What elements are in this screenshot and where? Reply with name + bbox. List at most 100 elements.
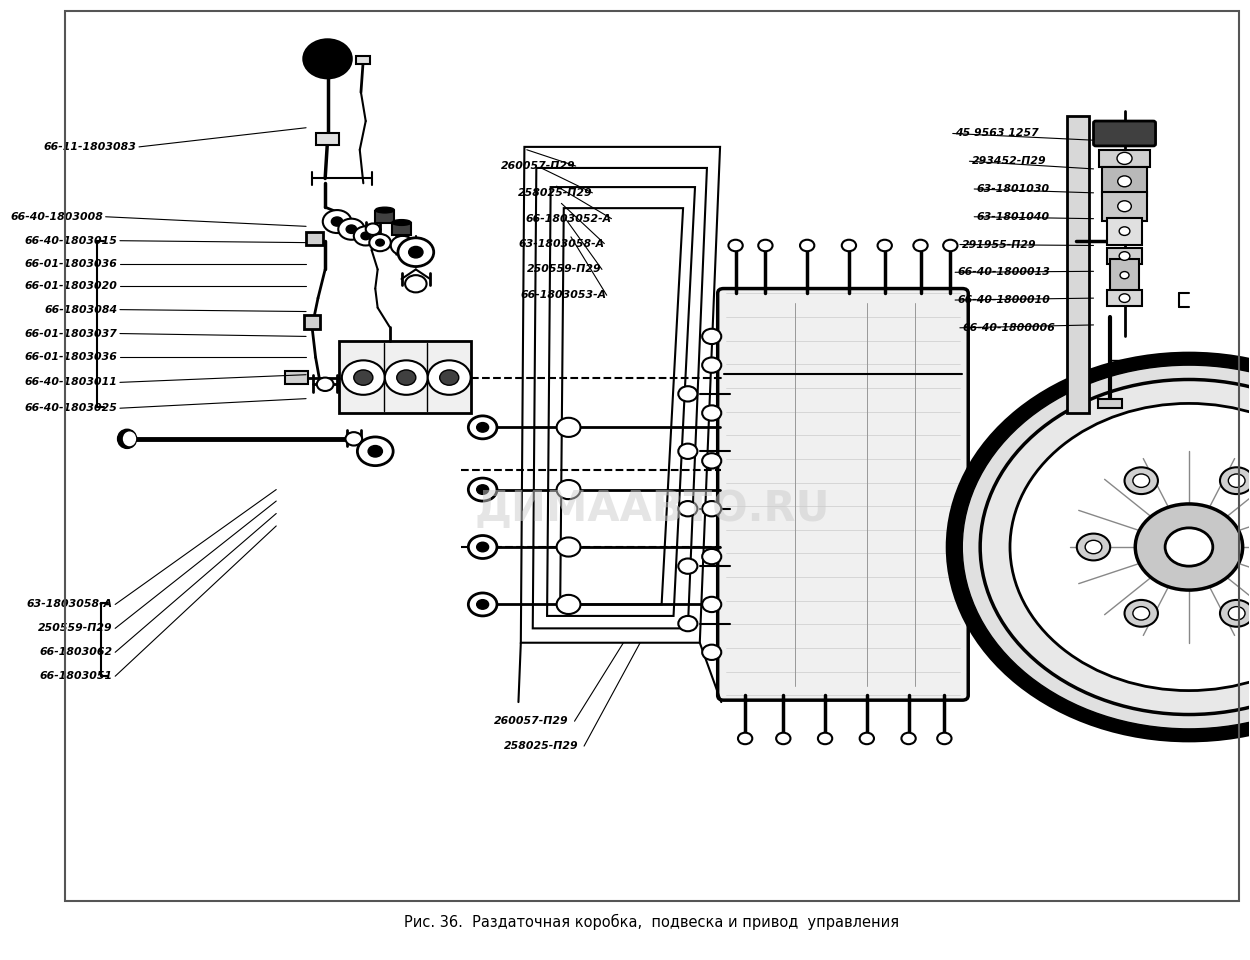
Circle shape xyxy=(1119,227,1130,235)
Circle shape xyxy=(1220,468,1250,494)
Text: 66-01-1803020: 66-01-1803020 xyxy=(25,280,118,291)
Circle shape xyxy=(440,370,459,385)
Circle shape xyxy=(409,247,422,258)
Circle shape xyxy=(556,538,580,557)
Bar xyxy=(375,211,394,223)
Bar xyxy=(392,224,411,235)
Circle shape xyxy=(1125,468,1158,494)
Circle shape xyxy=(469,478,498,501)
Bar xyxy=(1106,218,1142,245)
Ellipse shape xyxy=(118,429,136,448)
Text: 66-1803051: 66-1803051 xyxy=(40,671,112,682)
Circle shape xyxy=(679,386,698,401)
Circle shape xyxy=(703,549,721,564)
Text: 66-40-1803008: 66-40-1803008 xyxy=(10,212,104,222)
Circle shape xyxy=(776,732,790,744)
Bar xyxy=(340,341,471,413)
Circle shape xyxy=(938,732,951,744)
Circle shape xyxy=(345,432,362,445)
Circle shape xyxy=(703,405,721,420)
Ellipse shape xyxy=(124,432,135,445)
Circle shape xyxy=(1119,252,1130,260)
Text: 66-01-1803037: 66-01-1803037 xyxy=(25,328,118,339)
Circle shape xyxy=(376,239,384,246)
Circle shape xyxy=(396,370,416,385)
Bar xyxy=(1068,116,1089,413)
Text: 63-1801030: 63-1801030 xyxy=(976,184,1050,194)
Text: 260057-П29: 260057-П29 xyxy=(501,161,576,171)
Circle shape xyxy=(469,416,498,439)
Circle shape xyxy=(476,600,489,610)
Circle shape xyxy=(322,210,351,233)
Bar xyxy=(1100,150,1150,167)
Circle shape xyxy=(469,593,498,616)
Circle shape xyxy=(341,360,385,395)
Bar xyxy=(1099,398,1122,408)
Bar xyxy=(1101,192,1148,221)
Circle shape xyxy=(1085,540,1101,554)
Circle shape xyxy=(556,418,580,437)
Circle shape xyxy=(385,360,428,395)
Circle shape xyxy=(556,480,580,499)
Circle shape xyxy=(679,501,698,516)
Text: 250559-П29: 250559-П29 xyxy=(39,623,112,634)
Circle shape xyxy=(1220,600,1250,627)
Text: 258025-П29: 258025-П29 xyxy=(504,741,578,751)
Bar xyxy=(315,133,340,145)
Circle shape xyxy=(398,238,434,267)
Circle shape xyxy=(361,232,370,240)
Text: 66-40-1800013: 66-40-1800013 xyxy=(958,267,1050,277)
FancyBboxPatch shape xyxy=(718,289,969,700)
Text: 258025-П29: 258025-П29 xyxy=(518,188,592,198)
Text: 260057-П29: 260057-П29 xyxy=(494,716,569,726)
Text: 63-1803058-А: 63-1803058-А xyxy=(26,599,112,610)
Text: 66-11-1803083: 66-11-1803083 xyxy=(44,142,136,152)
Circle shape xyxy=(369,234,391,252)
FancyBboxPatch shape xyxy=(1094,121,1155,146)
Bar xyxy=(1106,249,1142,264)
Circle shape xyxy=(703,328,721,344)
Circle shape xyxy=(860,732,874,744)
Text: 63-1803058-А: 63-1803058-А xyxy=(519,239,604,249)
Circle shape xyxy=(841,240,856,252)
Ellipse shape xyxy=(375,207,394,213)
Circle shape xyxy=(703,357,721,372)
Circle shape xyxy=(679,616,698,632)
Text: 66-40-1803015: 66-40-1803015 xyxy=(25,236,118,246)
Circle shape xyxy=(1165,528,1212,566)
Text: 66-40-1800010: 66-40-1800010 xyxy=(958,295,1050,305)
Circle shape xyxy=(1076,534,1110,561)
Circle shape xyxy=(1119,294,1130,302)
Bar xyxy=(306,232,322,246)
Bar xyxy=(1101,167,1148,196)
Circle shape xyxy=(1010,403,1250,690)
Circle shape xyxy=(354,227,377,246)
Circle shape xyxy=(901,732,916,744)
Text: 66-01-1803036: 66-01-1803036 xyxy=(25,352,118,363)
Bar xyxy=(1106,291,1142,306)
Text: 66-1803053-А: 66-1803053-А xyxy=(521,290,606,300)
Text: 66-1803062: 66-1803062 xyxy=(40,647,112,658)
Circle shape xyxy=(339,219,365,240)
Circle shape xyxy=(703,597,721,612)
Circle shape xyxy=(703,501,721,516)
Text: 66-1803052-А: 66-1803052-А xyxy=(525,214,611,224)
Bar xyxy=(356,56,370,63)
Bar xyxy=(1110,259,1140,292)
Circle shape xyxy=(1125,600,1158,627)
Text: 66-1803084: 66-1803084 xyxy=(45,304,118,315)
Text: 250559-П29: 250559-П29 xyxy=(528,264,602,275)
Circle shape xyxy=(391,236,415,255)
Circle shape xyxy=(316,377,334,391)
Circle shape xyxy=(944,240,958,252)
Circle shape xyxy=(1132,607,1150,620)
Text: ДИМААВТО.RU: ДИМААВТО.RU xyxy=(474,488,830,530)
Bar xyxy=(304,315,320,328)
Circle shape xyxy=(428,360,471,395)
Circle shape xyxy=(366,224,380,235)
Circle shape xyxy=(980,379,1250,714)
Text: Рис. 36.  Раздаточная коробка,  подвеска и привод  управления: Рис. 36. Раздаточная коробка, подвеска и… xyxy=(405,914,900,930)
Circle shape xyxy=(914,240,928,252)
Circle shape xyxy=(1135,504,1242,590)
Ellipse shape xyxy=(392,220,411,226)
